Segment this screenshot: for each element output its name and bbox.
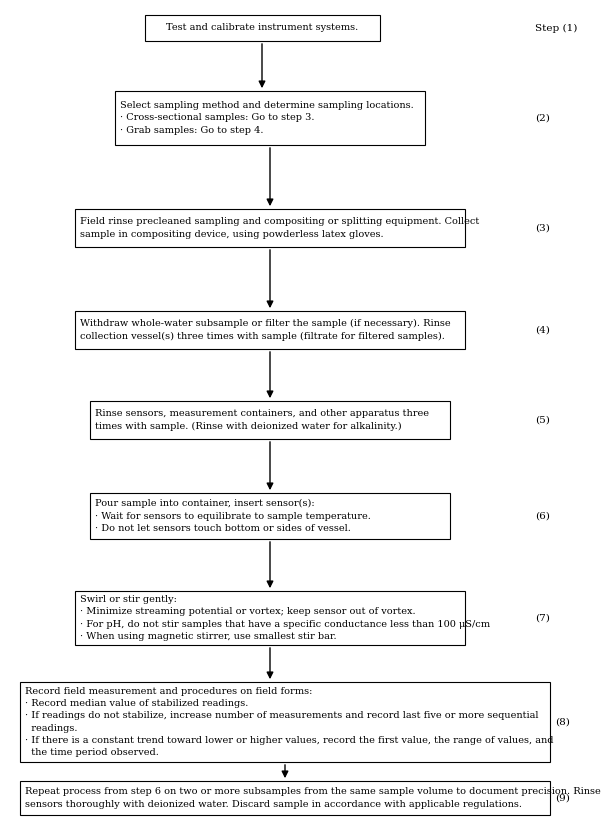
Bar (75, 591, 465, 645)
Text: (5): (5) (535, 415, 550, 424)
Bar (75, 209, 465, 247)
Bar (20, 682, 550, 762)
Text: Pour sample into container, insert sensor(s):
· Wait for sensors to equilibrate : Pour sample into container, insert senso… (95, 499, 371, 533)
Text: (8): (8) (555, 718, 570, 727)
Text: Withdraw whole-water subsample or filter the sample (if necessary). Rinse
collec: Withdraw whole-water subsample or filter… (80, 319, 451, 341)
Text: Repeat process from step 6 on two or more subsamples from the same sample volume: Repeat process from step 6 on two or mor… (25, 787, 601, 809)
Text: Rinse sensors, measurement containers, and other apparatus three
times with samp: Rinse sensors, measurement containers, a… (95, 409, 429, 431)
Text: Field rinse precleaned sampling and compositing or splitting equipment. Collect
: Field rinse precleaned sampling and comp… (80, 218, 479, 238)
Bar (75, 311, 465, 349)
Bar (20, 781, 550, 815)
Text: (9): (9) (555, 793, 570, 802)
Text: Select sampling method and determine sampling locations.
· Cross-sectional sampl: Select sampling method and determine sam… (120, 101, 413, 135)
Text: (7): (7) (535, 613, 550, 622)
Text: (2): (2) (535, 113, 550, 122)
Bar (115, 91, 425, 145)
Bar (90, 493, 450, 539)
Bar (90, 401, 450, 439)
Text: (6): (6) (535, 511, 550, 520)
Bar (144, 15, 379, 41)
Text: Test and calibrate instrument systems.: Test and calibrate instrument systems. (166, 24, 358, 33)
Text: (3): (3) (535, 224, 550, 233)
Text: Record field measurement and procedures on field forms:
· Record median value of: Record field measurement and procedures … (25, 687, 554, 757)
Text: Step (1): Step (1) (535, 24, 578, 33)
Text: Swirl or stir gently:
· Minimize streaming potential or vortex; keep sensor out : Swirl or stir gently: · Minimize streami… (80, 595, 490, 640)
Text: (4): (4) (535, 326, 550, 335)
